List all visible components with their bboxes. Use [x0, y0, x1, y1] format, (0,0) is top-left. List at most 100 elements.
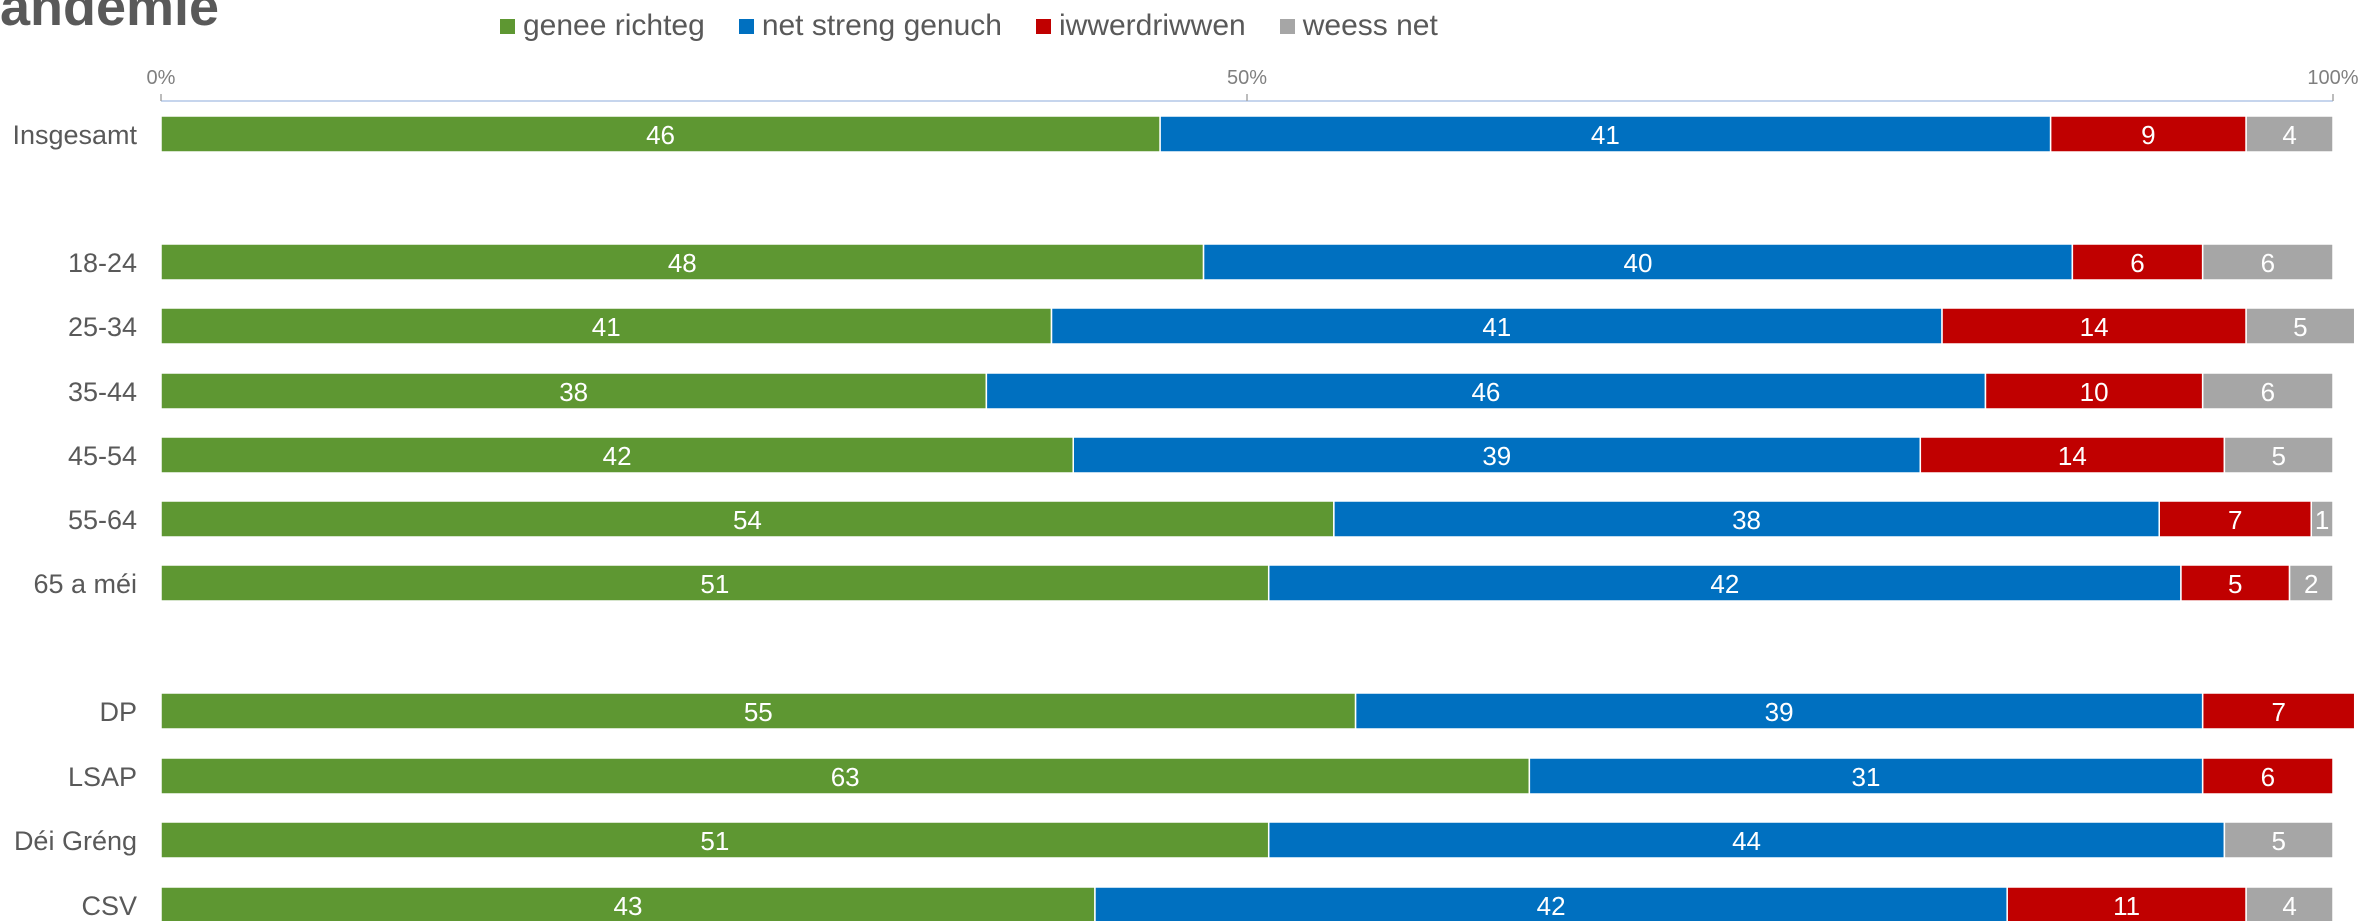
bar-segment — [1919, 436, 2226, 474]
bar-segment — [2201, 243, 2334, 281]
bar-segment — [2201, 372, 2334, 410]
data-label: 42 — [1537, 891, 1566, 921]
bar-segment — [160, 564, 1270, 602]
data-label: 51 — [700, 826, 729, 856]
data-label: 1 — [2315, 505, 2329, 535]
data-label: 39 — [1765, 697, 1794, 727]
data-label: 42 — [603, 441, 632, 471]
bar-segment — [1528, 757, 2204, 795]
x-tick-label: 0% — [147, 67, 176, 89]
data-label: 9 — [2141, 120, 2155, 150]
data-label: 6 — [2130, 248, 2144, 278]
data-label: 6 — [2261, 377, 2275, 407]
legend-item: net streng genuch — [738, 9, 1002, 43]
data-label: 6 — [2261, 762, 2275, 792]
data-label: 39 — [1482, 441, 1511, 471]
data-label: 31 — [1852, 762, 1881, 792]
legend-swatch — [1279, 18, 1295, 34]
bar-segment — [2006, 886, 2247, 921]
legend-label: net streng genuch — [761, 9, 1002, 42]
bar-segment — [2223, 436, 2334, 474]
bar-segment — [1267, 821, 2226, 859]
data-label: 41 — [1482, 312, 1511, 342]
bar-segment — [2310, 500, 2334, 538]
data-label: 46 — [646, 120, 675, 150]
data-label: 4 — [2282, 891, 2296, 921]
bar-segment — [160, 757, 1531, 795]
data-label: 42 — [1710, 569, 1739, 599]
data-label: 14 — [2058, 441, 2087, 471]
bar-segment — [1202, 243, 2074, 281]
bar-segment — [2245, 115, 2334, 153]
bar-segment — [1267, 564, 2182, 602]
bar-segment — [2245, 886, 2334, 921]
data-label: 41 — [1591, 120, 1620, 150]
bar-segment — [2288, 564, 2334, 602]
legend-swatch — [738, 18, 754, 34]
legend-label: iwwerdriwwen — [1059, 9, 1246, 42]
category-label: 45-54 — [68, 441, 137, 471]
bar-segment — [1333, 500, 2160, 538]
category-label: CSV — [81, 891, 137, 921]
data-label: 7 — [2271, 697, 2285, 727]
data-label: 41 — [592, 312, 621, 342]
bar-segment — [2245, 307, 2356, 345]
bar-segment — [2071, 243, 2204, 281]
chart-title: andemie — [0, 0, 220, 37]
data-label: 4 — [2282, 120, 2296, 150]
bar-segment — [1354, 692, 2204, 730]
legend-label: weess net — [1302, 9, 1438, 42]
data-label: 55 — [744, 697, 773, 727]
bar-segment — [1094, 886, 2008, 921]
bar-segment — [1984, 372, 2204, 410]
data-label: 63 — [831, 762, 860, 792]
data-label: 51 — [700, 569, 729, 599]
category-label: Déi Gréng — [14, 826, 137, 856]
bar-segment — [2223, 821, 2334, 859]
data-label: 48 — [668, 248, 697, 278]
category-label: 65 a méi — [33, 569, 137, 599]
bar-segment — [160, 886, 1096, 921]
chart-legend: genee richteg net streng genuch iwwerdriww… — [500, 8, 1472, 44]
category-label: LSAP — [68, 762, 137, 792]
data-label: 5 — [2271, 441, 2285, 471]
bar-segment — [2158, 500, 2313, 538]
legend-item: genee richteg — [500, 9, 705, 43]
category-label: 25-34 — [68, 312, 137, 342]
data-label: 11 — [2113, 891, 2140, 921]
data-label: 38 — [559, 377, 588, 407]
x-tick-label: 50% — [1227, 67, 1267, 89]
bar-segment — [160, 115, 1161, 153]
category-label: Insgesamt — [12, 120, 137, 150]
data-label: 43 — [614, 891, 643, 921]
bar-segment — [160, 307, 1053, 345]
x-tick-label: 100% — [2307, 67, 2358, 89]
data-label: 40 — [1623, 248, 1652, 278]
bar-segment — [2201, 692, 2356, 730]
data-label: 46 — [1471, 377, 1500, 407]
data-label: 2 — [2304, 569, 2318, 599]
data-label: 6 — [2261, 248, 2275, 278]
bar-segment — [2201, 757, 2334, 795]
legend-item: iwwerdriwwen — [1036, 9, 1246, 43]
category-label: 35-44 — [68, 377, 137, 407]
legend-swatch — [1036, 18, 1051, 34]
bar-segment — [160, 436, 1074, 474]
category-label: DP — [99, 697, 137, 727]
legend-swatch — [500, 18, 515, 34]
data-label: 5 — [2271, 826, 2285, 856]
data-label: 14 — [2080, 312, 2109, 342]
category-label: 55-64 — [68, 505, 137, 535]
bar-segment — [985, 372, 1987, 410]
data-label: 10 — [2080, 377, 2109, 407]
data-label: 5 — [2293, 312, 2307, 342]
bar-segment — [160, 821, 1270, 859]
legend-label: genee richteg — [523, 9, 705, 42]
data-label: 5 — [2228, 569, 2242, 599]
data-label: 7 — [2228, 505, 2242, 535]
data-label: 38 — [1732, 505, 1761, 535]
data-label: 44 — [1732, 826, 1761, 856]
data-label: 54 — [733, 505, 762, 535]
bar-segment — [160, 500, 1335, 538]
